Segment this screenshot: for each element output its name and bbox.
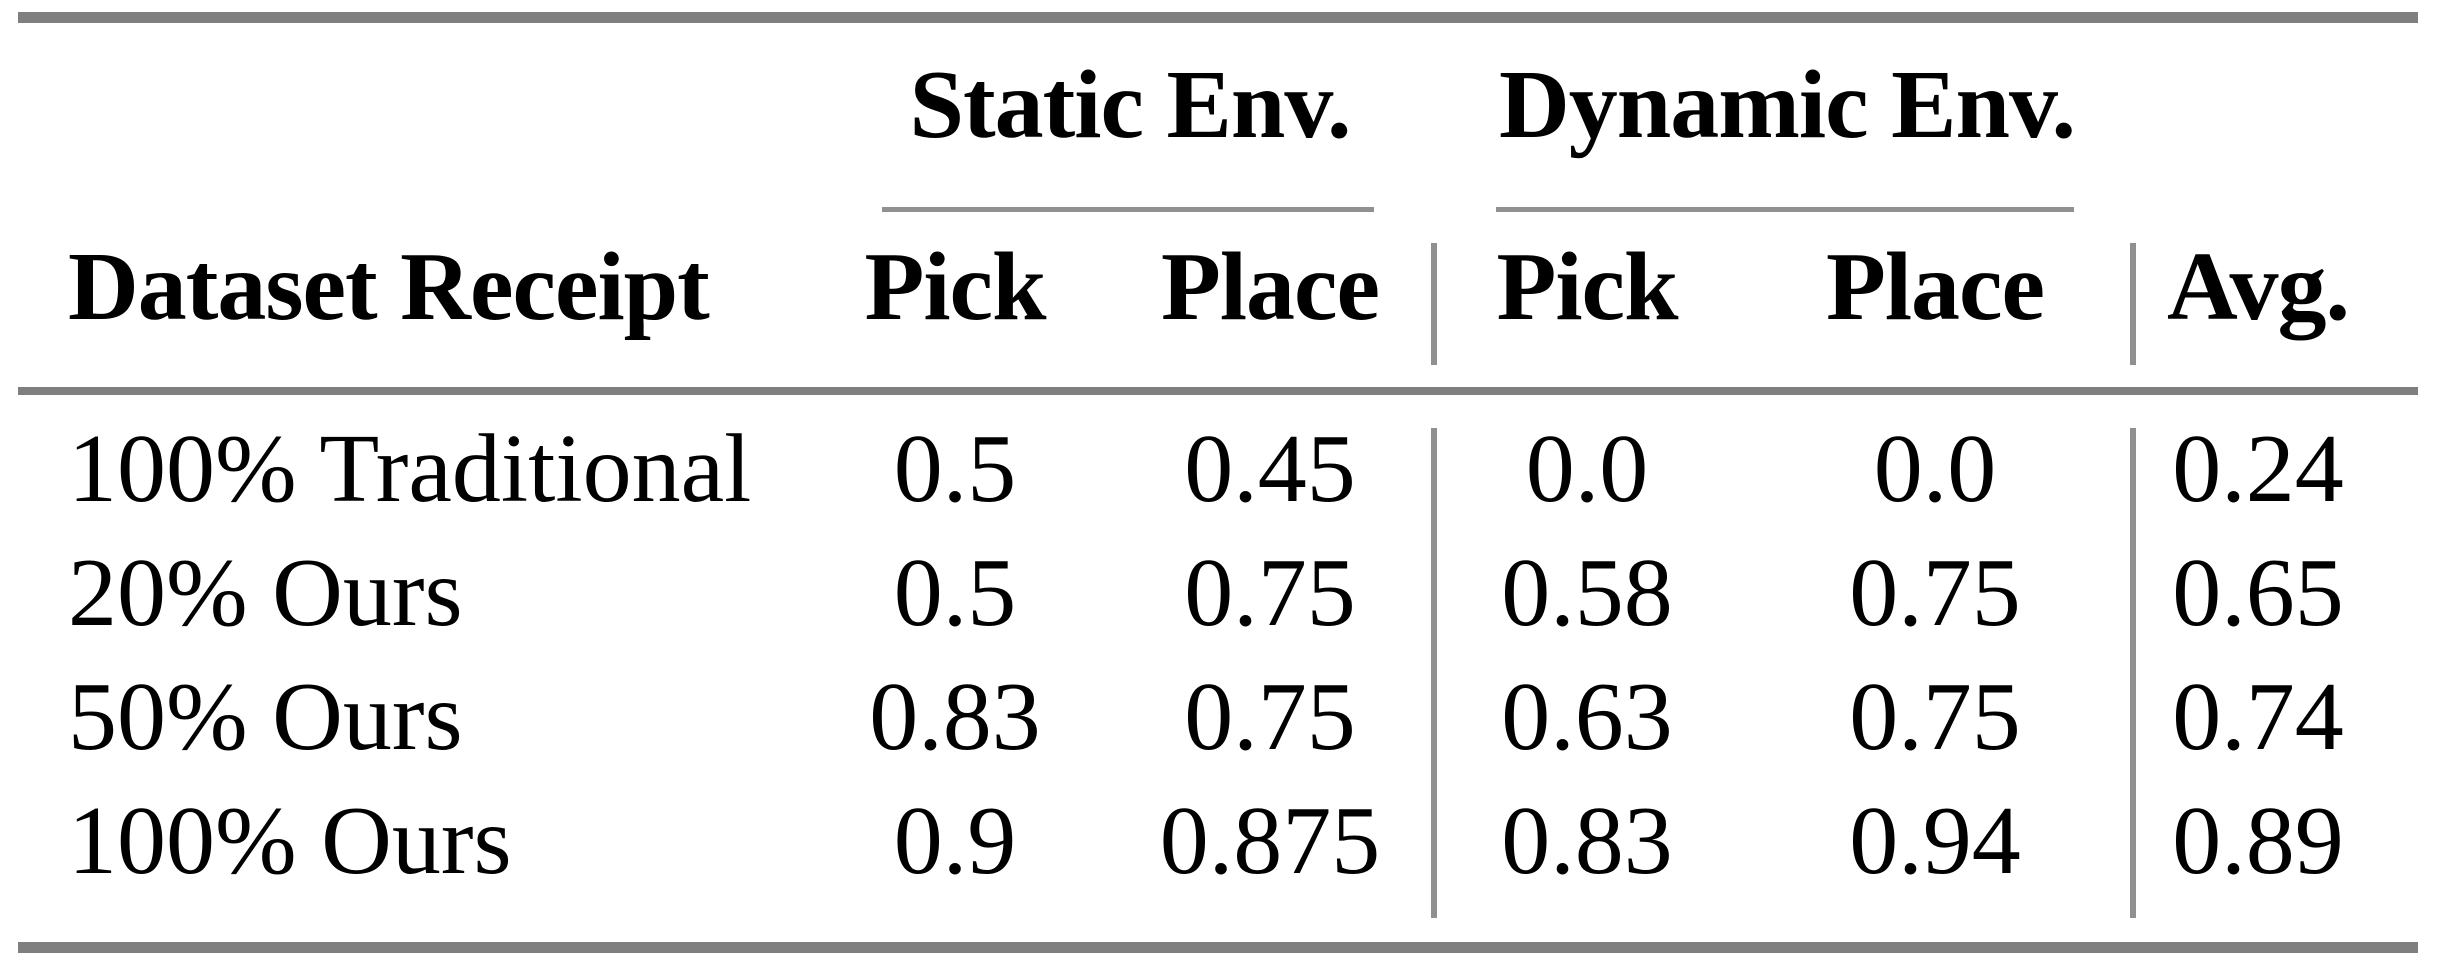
cell-dynamic-place: 0.75 xyxy=(1849,539,2021,647)
column-header-dynamic-pick: Pick xyxy=(1496,233,1678,341)
vertical-separator-2-header xyxy=(2130,243,2136,365)
cell-dynamic-place: 0.75 xyxy=(1849,663,2021,771)
cell-static-pick: 0.5 xyxy=(893,539,1017,647)
column-header-dynamic-place: Place xyxy=(1825,233,2045,341)
row-label: 100% Traditional xyxy=(68,415,752,523)
row-label: 20% Ours xyxy=(68,539,463,647)
cell-static-place: 0.875 xyxy=(1159,787,1381,895)
vertical-separator-1-header xyxy=(1431,243,1437,365)
group-header-dynamic-env: Dynamic Env. xyxy=(1498,51,2076,159)
cell-avg: 0.74 xyxy=(2172,663,2344,771)
cell-dynamic-pick: 0.63 xyxy=(1501,663,1673,771)
cell-dynamic-pick: 0.83 xyxy=(1501,787,1673,895)
cell-dynamic-pick: 0.58 xyxy=(1501,539,1673,647)
cell-avg: 0.24 xyxy=(2172,415,2344,523)
vertical-separator-2-body xyxy=(2130,428,2136,918)
cell-avg: 0.65 xyxy=(2172,539,2344,647)
table-mid-rule xyxy=(18,387,2418,395)
group-header-static-env: Static Env. xyxy=(909,51,1352,159)
cell-static-pick: 0.83 xyxy=(869,663,1041,771)
column-header-static-pick: Pick xyxy=(864,233,1046,341)
cell-dynamic-place: 0.94 xyxy=(1849,787,2021,895)
cell-avg: 0.89 xyxy=(2172,787,2344,895)
cell-static-pick: 0.5 xyxy=(893,415,1017,523)
column-header-dataset-receipt: Dataset Receipt xyxy=(68,233,710,341)
column-header-static-place: Place xyxy=(1160,233,1380,341)
row-label: 50% Ours xyxy=(68,663,463,771)
cell-static-pick: 0.9 xyxy=(893,787,1017,895)
column-header-avg: Avg. xyxy=(2167,233,2350,341)
table-bottom-rule xyxy=(18,942,2418,953)
dynamic-env-underline-rule xyxy=(1496,207,2074,212)
vertical-separator-1-body xyxy=(1431,428,1437,918)
cell-dynamic-place: 0.0 xyxy=(1873,415,1997,523)
static-env-underline-rule xyxy=(882,207,1374,212)
cell-dynamic-pick: 0.0 xyxy=(1525,415,1649,523)
row-label: 100% Ours xyxy=(68,787,512,895)
table-top-rule xyxy=(18,12,2418,23)
cell-static-place: 0.75 xyxy=(1184,539,1356,647)
cell-static-place: 0.75 xyxy=(1184,663,1356,771)
cell-static-place: 0.45 xyxy=(1184,415,1356,523)
